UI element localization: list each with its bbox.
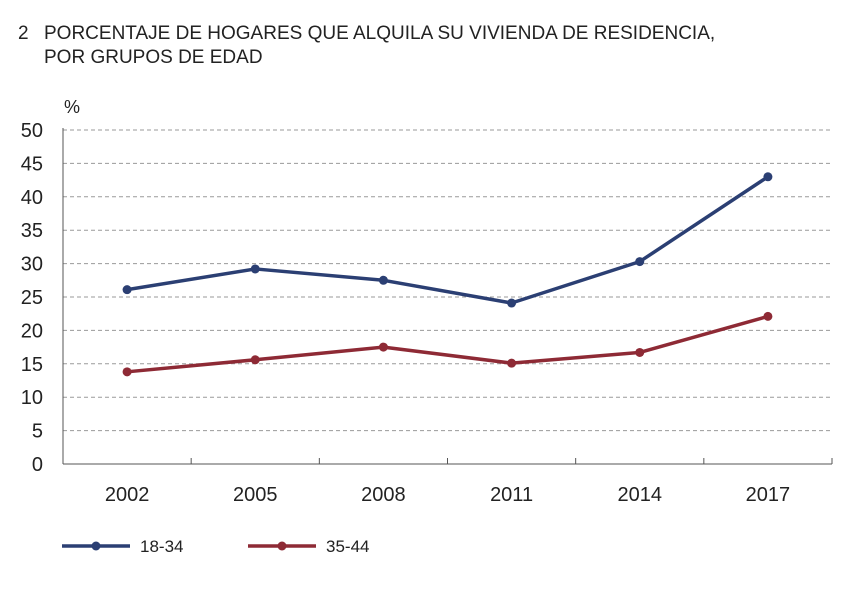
data-point-35-44 <box>507 358 517 368</box>
data-point-18-34 <box>763 172 773 182</box>
data-point-35-44 <box>378 342 388 352</box>
x-tick-label: 2002 <box>105 484 150 506</box>
x-tick-label: 2008 <box>361 484 406 506</box>
y-tick-label: 45 <box>21 153 43 175</box>
data-point-18-34 <box>378 275 388 285</box>
data-point-35-44 <box>122 367 132 377</box>
chart-title: 2 PORCENTAJE DE HOGARES QUE ALQUILA SU VI… <box>18 22 715 70</box>
y-tick-label: 40 <box>21 187 43 209</box>
y-tick-label: 0 <box>32 454 43 476</box>
y-tick-label: 20 <box>21 320 43 342</box>
chart-title-line2: POR GRUPOS DE EDAD <box>44 47 263 68</box>
series-line-35-44 <box>126 314 769 374</box>
x-tick-label: 2005 <box>233 484 278 506</box>
y-tick-label: 10 <box>21 387 43 409</box>
data-point-35-44 <box>635 347 645 357</box>
y-tick-label: 15 <box>21 354 43 376</box>
legend-label: 18-34 <box>140 537 183 556</box>
x-tick-label: 2017 <box>746 484 791 506</box>
chart-number: 2 <box>18 23 29 44</box>
data-point-18-34 <box>122 285 132 295</box>
data-point-18-34 <box>250 264 260 274</box>
chart-title-line1: PORCENTAJE DE HOGARES QUE ALQUILA SU VIV… <box>44 23 716 44</box>
data-point-18-34 <box>635 257 645 267</box>
legend-swatch-marker <box>277 541 287 551</box>
series-line-18-34 <box>126 175 769 305</box>
legend-label: 35-44 <box>326 537 369 556</box>
y-tick-label: 25 <box>21 287 43 309</box>
x-tick-label: 2011 <box>490 484 533 506</box>
y-unit-label: % <box>64 97 80 117</box>
data-point-35-44 <box>250 355 260 365</box>
y-tick-label: 30 <box>21 254 43 276</box>
y-tick-label: 5 <box>32 421 43 443</box>
data-point-18-34 <box>507 298 517 308</box>
y-tick-label: 50 <box>21 120 43 142</box>
x-tick-label: 2014 <box>618 484 663 506</box>
data-point-35-44 <box>763 311 773 321</box>
legend-swatch-marker <box>91 541 101 551</box>
y-tick-label: 35 <box>21 220 43 242</box>
